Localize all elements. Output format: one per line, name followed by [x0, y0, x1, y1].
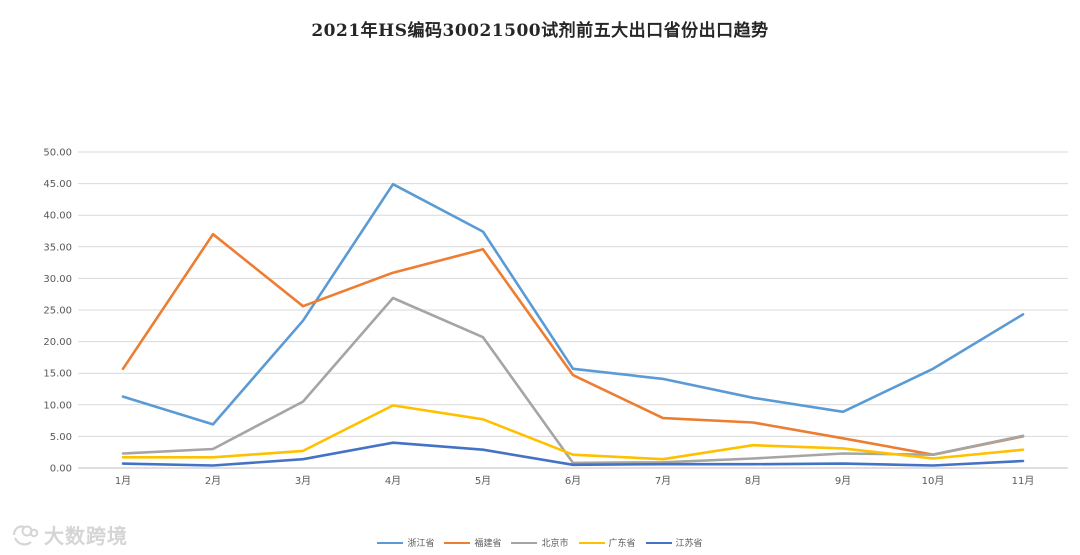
legend-item: 广东省	[578, 536, 636, 549]
legend-item: 北京市	[511, 536, 569, 549]
legend-label: 北京市	[541, 539, 569, 549]
y-tick-label: 30.00	[43, 274, 72, 285]
legend-item: 浙江省	[377, 536, 434, 549]
legend-swatch	[578, 541, 605, 544]
chart-title: 2021年HS编码30021500试剂前五大出口省份出口趋势	[311, 21, 769, 41]
legend-label: 广东省	[608, 539, 636, 549]
legend-item: 江苏省	[645, 536, 703, 549]
legend-swatch	[444, 541, 471, 544]
watermark-text: 大数跨境	[44, 524, 128, 548]
y-tick-label: 10.00	[43, 400, 72, 411]
x-tick-label: 8月	[745, 475, 761, 487]
x-tick-label: 11月	[1012, 475, 1035, 487]
series-line-2	[121, 232, 1025, 457]
y-tick-label: 35.00	[43, 242, 72, 253]
x-tick-label: 7月	[655, 475, 671, 487]
watermark: 大数跨境	[10, 520, 128, 549]
x-tick-label: 5月	[475, 475, 491, 487]
legend-label: 福建省	[474, 539, 502, 549]
series-line-1	[121, 182, 1025, 426]
legend: 浙江省 福建省 北京市 广东省 江苏省	[0, 536, 1080, 549]
gridlines	[78, 151, 1068, 437]
legend-swatch	[377, 541, 404, 544]
x-tick-label: 2月	[205, 475, 221, 487]
y-tick-label: 5.00	[50, 432, 72, 443]
y-tick-label: 50.00	[43, 148, 72, 159]
legend-item: 福建省	[444, 536, 501, 549]
x-tick-label: 4月	[385, 475, 401, 487]
x-tick-label: 1月	[115, 475, 131, 487]
brand-logo-icon	[12, 524, 39, 545]
y-tick-label: 40.00	[43, 211, 72, 222]
x-tick-label: 10月	[922, 475, 945, 487]
y-tick-label: 20.00	[43, 337, 72, 348]
series-line-3	[121, 296, 1025, 465]
series-line-5	[121, 441, 1025, 467]
y-tick-label: 45.00	[43, 179, 72, 190]
x-tick-label: 6月	[565, 475, 581, 487]
series-line-4	[121, 404, 1025, 461]
legend-label: 浙江省	[407, 539, 435, 549]
x-tick-label: 9月	[835, 475, 851, 487]
axes: 0.00 5.00 10.00 15.00 20.00 25.00 30.00 35.00 40…	[43, 148, 1068, 487]
series-lines	[121, 182, 1025, 467]
y-tick-label: 0.00	[50, 464, 72, 475]
x-tick-label: 3月	[295, 475, 311, 487]
y-tick-label: 25.00	[43, 306, 72, 317]
y-tick-label: 15.00	[43, 369, 72, 380]
legend-swatch	[645, 541, 672, 544]
legend-swatch	[511, 541, 538, 544]
legend-label: 江苏省	[675, 539, 703, 549]
